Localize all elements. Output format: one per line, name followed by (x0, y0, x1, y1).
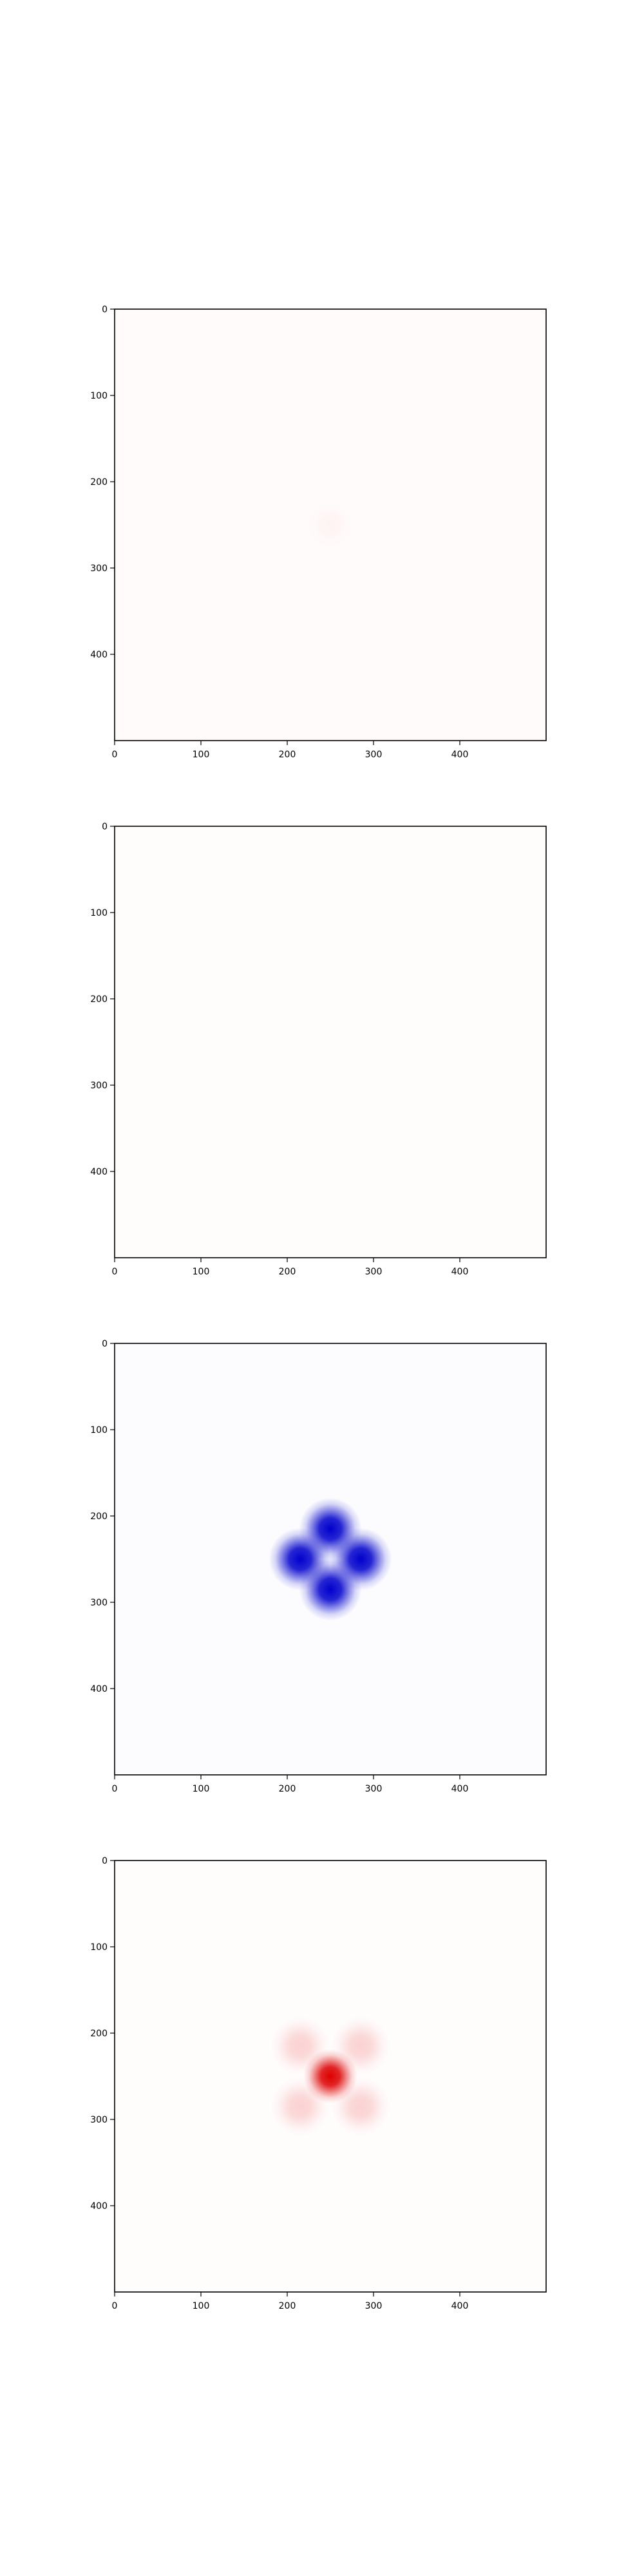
x-tick-label: 100 (193, 1267, 210, 1277)
axes-frame (114, 1343, 547, 1776)
x-tick-label: 300 (365, 2301, 383, 2311)
heatmap-feature-lobe-right (329, 1528, 392, 1591)
x-tick-label: 0 (112, 2301, 118, 2311)
heatmap-panel-2: 0 100 200 300 400 0 100 200 300 400 (90, 822, 547, 1277)
y-tick-label: 300 (90, 1081, 108, 1091)
heatmap-panel-3: 0 100 200 300 400 0 100 200 300 400 (90, 1339, 547, 1794)
y-tick-label: 100 (90, 908, 108, 918)
y-tick-label: 200 (90, 477, 108, 488)
heatmap-image (269, 1497, 392, 1621)
x-tick-label: 400 (451, 2301, 469, 2311)
y-tick-label: 400 (90, 2201, 108, 2211)
y-tick-label: 0 (102, 1856, 108, 1866)
heatmap-panel-1: 0 100 200 300 400 0 100 200 300 400 (90, 305, 547, 760)
x-tick-label: 300 (365, 750, 383, 760)
y-tick-label: 400 (90, 650, 108, 660)
axes-frame (114, 308, 547, 741)
x-tick-label: 300 (365, 1784, 383, 1794)
y-tick-label: 0 (102, 305, 108, 315)
x-tick-label: 100 (193, 2301, 210, 2311)
heatmap-panel-4: 0 100 200 300 400 0 100 200 300 400 (90, 1856, 547, 2311)
x-tick-label: 200 (279, 1267, 296, 1277)
heatmap-feature-corner-bottom-right (331, 2077, 390, 2136)
x-tick-label: 200 (279, 1784, 296, 1794)
heatmap-feature-corner-top-left (270, 2016, 330, 2076)
y-tick-label: 100 (90, 1942, 108, 1953)
y-tick-label: 300 (90, 1598, 108, 1608)
heatmap-background (115, 826, 546, 1258)
y-tick-label: 100 (90, 391, 108, 401)
x-tick-label: 300 (365, 1267, 383, 1277)
y-tick-label: 0 (102, 1339, 108, 1349)
y-tick-label: 300 (90, 564, 108, 574)
y-tick-label: 300 (90, 2115, 108, 2125)
y-tick-label: 400 (90, 1684, 108, 1694)
axes-frame (114, 1860, 547, 2293)
x-tick-label: 400 (451, 750, 469, 760)
x-tick-label: 200 (279, 750, 296, 760)
x-tick-label: 100 (193, 1784, 210, 1794)
x-tick-label: 200 (279, 2301, 296, 2311)
x-tick-label: 0 (112, 1267, 118, 1277)
x-tick-label: 0 (112, 1784, 118, 1794)
heatmap-feature-corner-bottom-left (270, 2077, 330, 2136)
y-tick-label: 200 (90, 1511, 108, 1522)
heatmap-image (308, 502, 353, 547)
y-tick-label: 0 (102, 822, 108, 832)
y-tick-label: 200 (90, 2029, 108, 2039)
heatmap-feature-corner-top-right (331, 2016, 390, 2076)
axes-frame (114, 826, 547, 1258)
heatmap-feature-faint-spot (308, 502, 353, 547)
heatmap-feature-lobe-left (269, 1528, 332, 1591)
heatmap-image (270, 2016, 390, 2136)
x-tick-label: 400 (451, 1267, 469, 1277)
x-tick-label: 0 (112, 750, 118, 760)
y-tick-label: 100 (90, 1425, 108, 1435)
x-tick-label: 100 (193, 750, 210, 760)
y-tick-label: 200 (90, 994, 108, 1005)
y-tick-label: 400 (90, 1167, 108, 1177)
x-tick-label: 400 (451, 1784, 469, 1794)
